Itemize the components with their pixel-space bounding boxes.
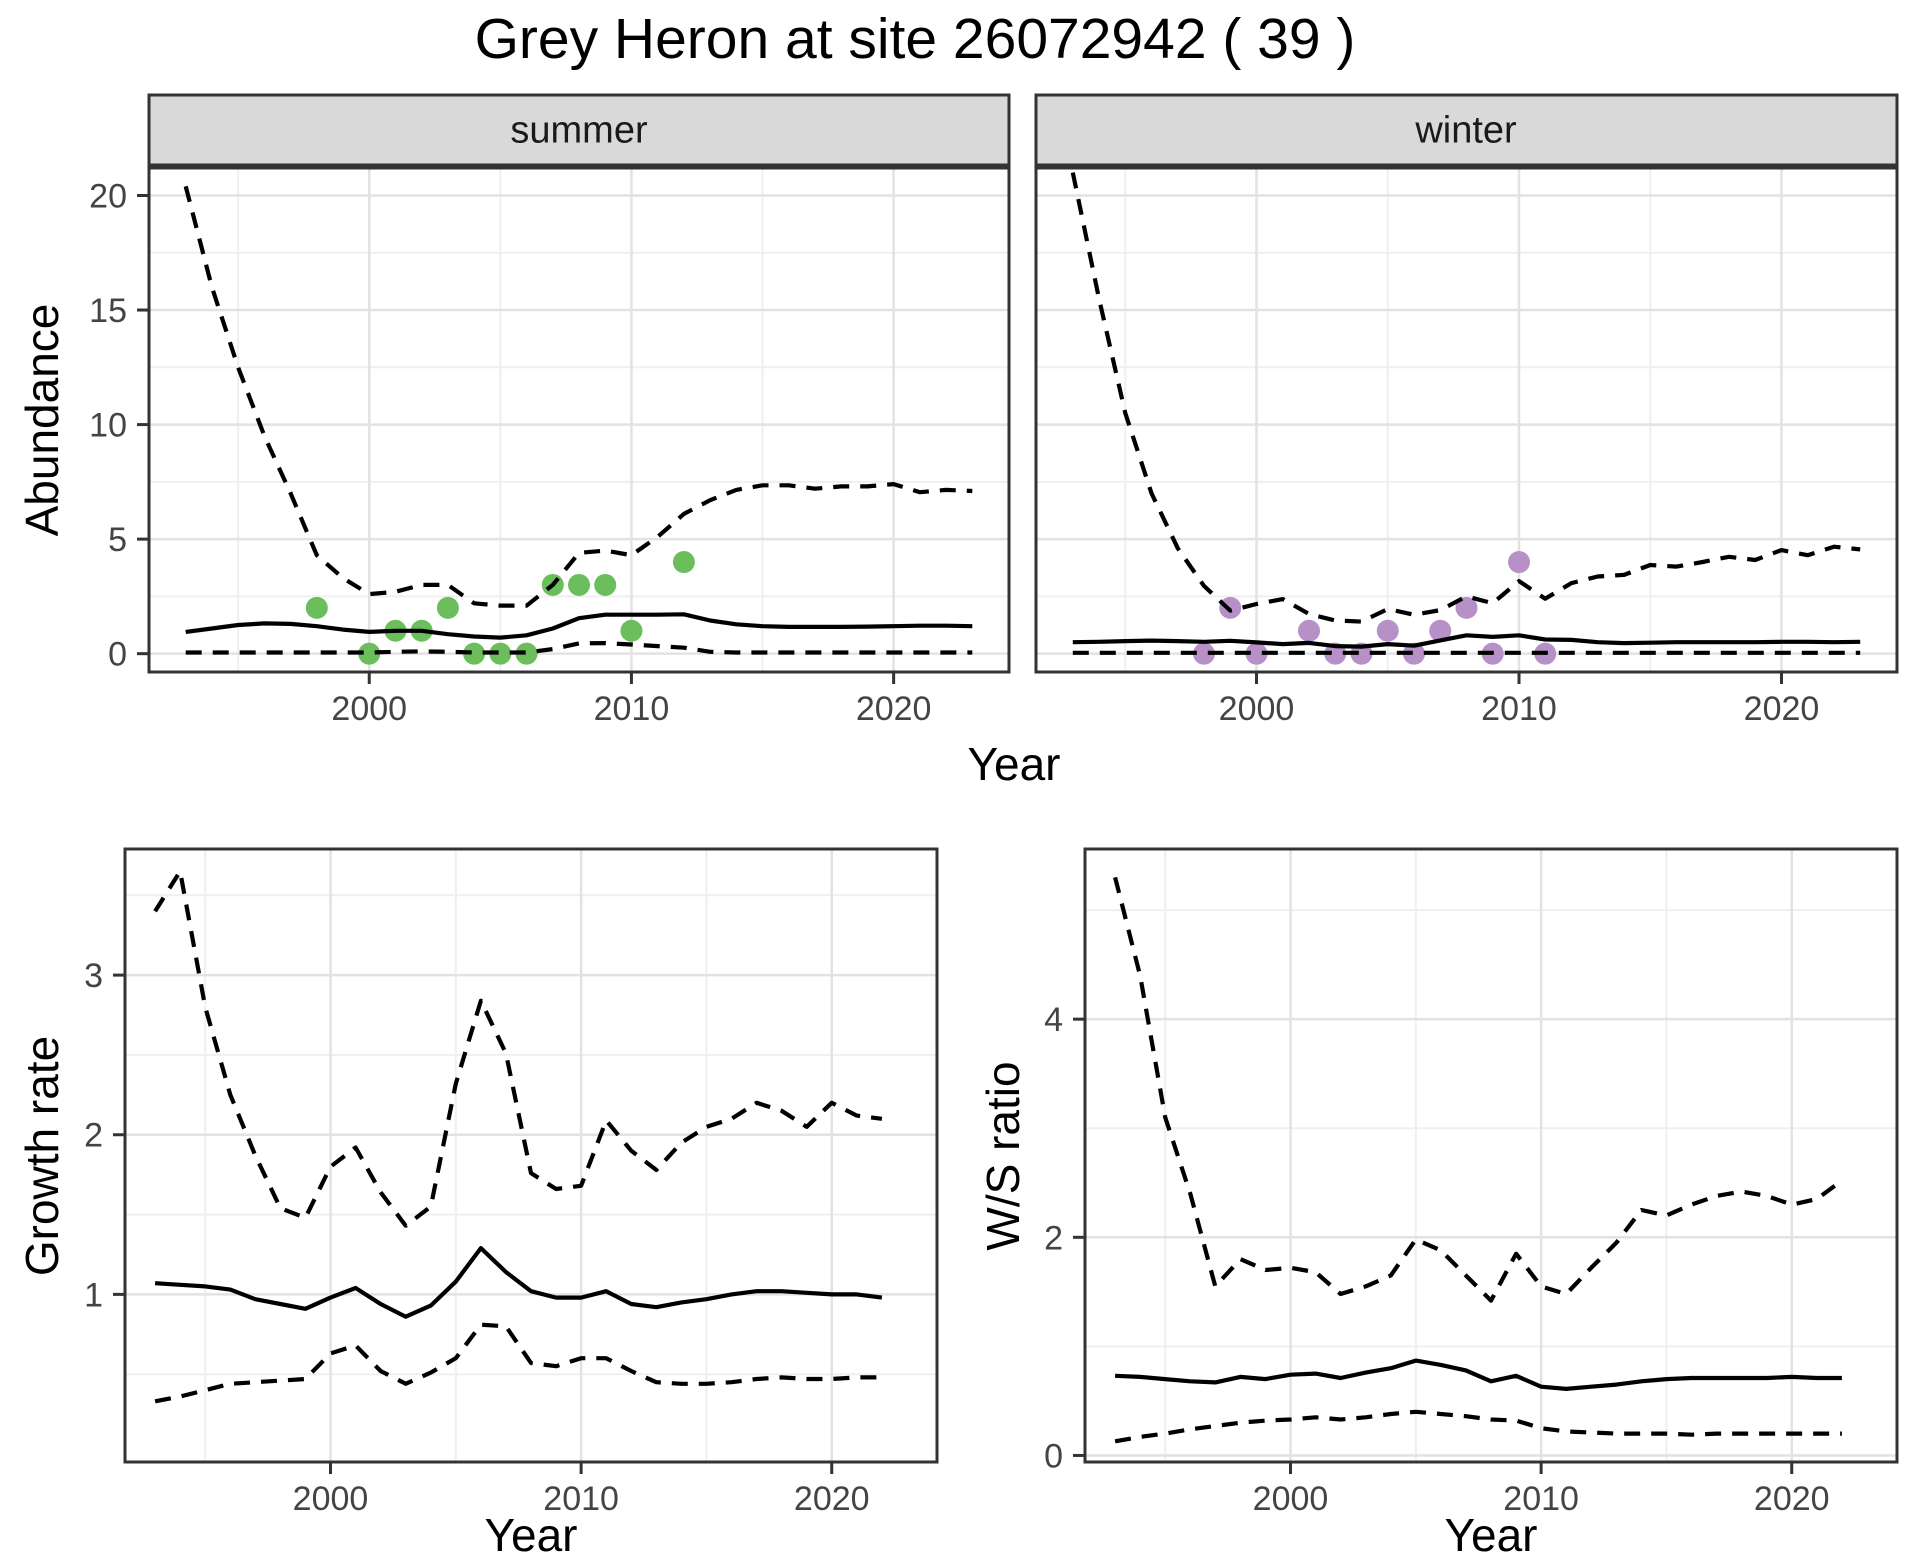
series-path-upper_ci <box>1070 172 1861 624</box>
y-tick-label: 15 <box>89 292 127 330</box>
top-xaxis-title: Year <box>967 738 1061 790</box>
series-path-lower_ci <box>1114 1409 1842 1444</box>
data-point <box>672 551 695 574</box>
y-tick-label: 1 <box>84 1276 103 1314</box>
x-tick-label: 2020 <box>856 690 932 728</box>
facet-strip-label-summer: summer <box>510 109 648 152</box>
series-path-fit <box>154 1246 883 1319</box>
y-tick-label: 2 <box>1044 1219 1063 1257</box>
growth-xaxis-title: Year <box>484 1509 578 1560</box>
data-point <box>358 642 381 665</box>
facet-strip-label-winter: winter <box>1415 109 1517 152</box>
series-path-upper_ci <box>1113 876 1844 1303</box>
data-point <box>463 642 486 665</box>
data-point <box>620 619 643 642</box>
data-point <box>436 596 459 619</box>
facet-strip <box>147 93 1011 170</box>
x-tick-label: 2010 <box>1481 690 1557 728</box>
x-tick-label: 2010 <box>543 1480 619 1518</box>
data-point <box>1298 619 1320 642</box>
x-tick-label: 2010 <box>1503 1480 1579 1518</box>
y-tick-label: 0 <box>108 636 127 674</box>
data-point <box>1508 551 1530 574</box>
x-tick-label: 2010 <box>594 690 670 728</box>
y-tick-label: 2 <box>84 1117 103 1155</box>
panel-border-growth-rate <box>123 847 939 1464</box>
x-tick-label: 2020 <box>794 1480 870 1518</box>
series-path-lower_ci <box>154 1322 882 1404</box>
series-path-fit <box>1072 633 1861 649</box>
data-point <box>568 573 590 596</box>
data-point <box>305 596 328 619</box>
x-tick-label: 2000 <box>1219 690 1295 728</box>
data-point <box>1429 619 1452 642</box>
data-point <box>515 642 538 665</box>
data-point <box>1403 642 1425 665</box>
y-tick-label: 20 <box>89 177 127 215</box>
y-tick-label: 4 <box>1044 1001 1063 1039</box>
data-point <box>1455 596 1478 619</box>
data-point <box>1376 619 1399 642</box>
x-tick-label: 2020 <box>1754 1480 1830 1518</box>
data-point <box>489 642 512 665</box>
series-path-fit <box>1115 1358 1842 1391</box>
panel-border-ws-ratio <box>1083 847 1899 1464</box>
ws-xaxis-title: Year <box>1444 1509 1538 1560</box>
y-tick-label: 5 <box>108 521 127 559</box>
series-path-lower_ci <box>185 641 973 655</box>
growth-rate-axis-title: Growth rate <box>16 1035 68 1277</box>
series-path-fit <box>185 612 973 640</box>
page-title: Grey Heron at site 26072942 ( 39 ) <box>474 7 1356 71</box>
y-tick-label: 3 <box>84 957 103 995</box>
y-tick-label: 0 <box>1044 1437 1063 1475</box>
series-path-upper_ci <box>153 869 883 1228</box>
x-tick-label: 2000 <box>331 690 407 728</box>
abundance-axis-title: Abundance <box>16 303 68 537</box>
facet-strip <box>1034 93 1899 170</box>
ws-ratio-axis-title: W/S ratio <box>977 1061 1029 1251</box>
y-tick-label: 10 <box>89 407 127 445</box>
x-tick-label: 2000 <box>1253 1480 1329 1518</box>
x-tick-label: 2020 <box>1744 690 1820 728</box>
x-tick-label: 2000 <box>293 1480 369 1518</box>
series-path-upper_ci <box>183 185 973 608</box>
data-point <box>594 573 617 596</box>
data-point <box>1245 642 1268 665</box>
data-point <box>1193 642 1215 665</box>
